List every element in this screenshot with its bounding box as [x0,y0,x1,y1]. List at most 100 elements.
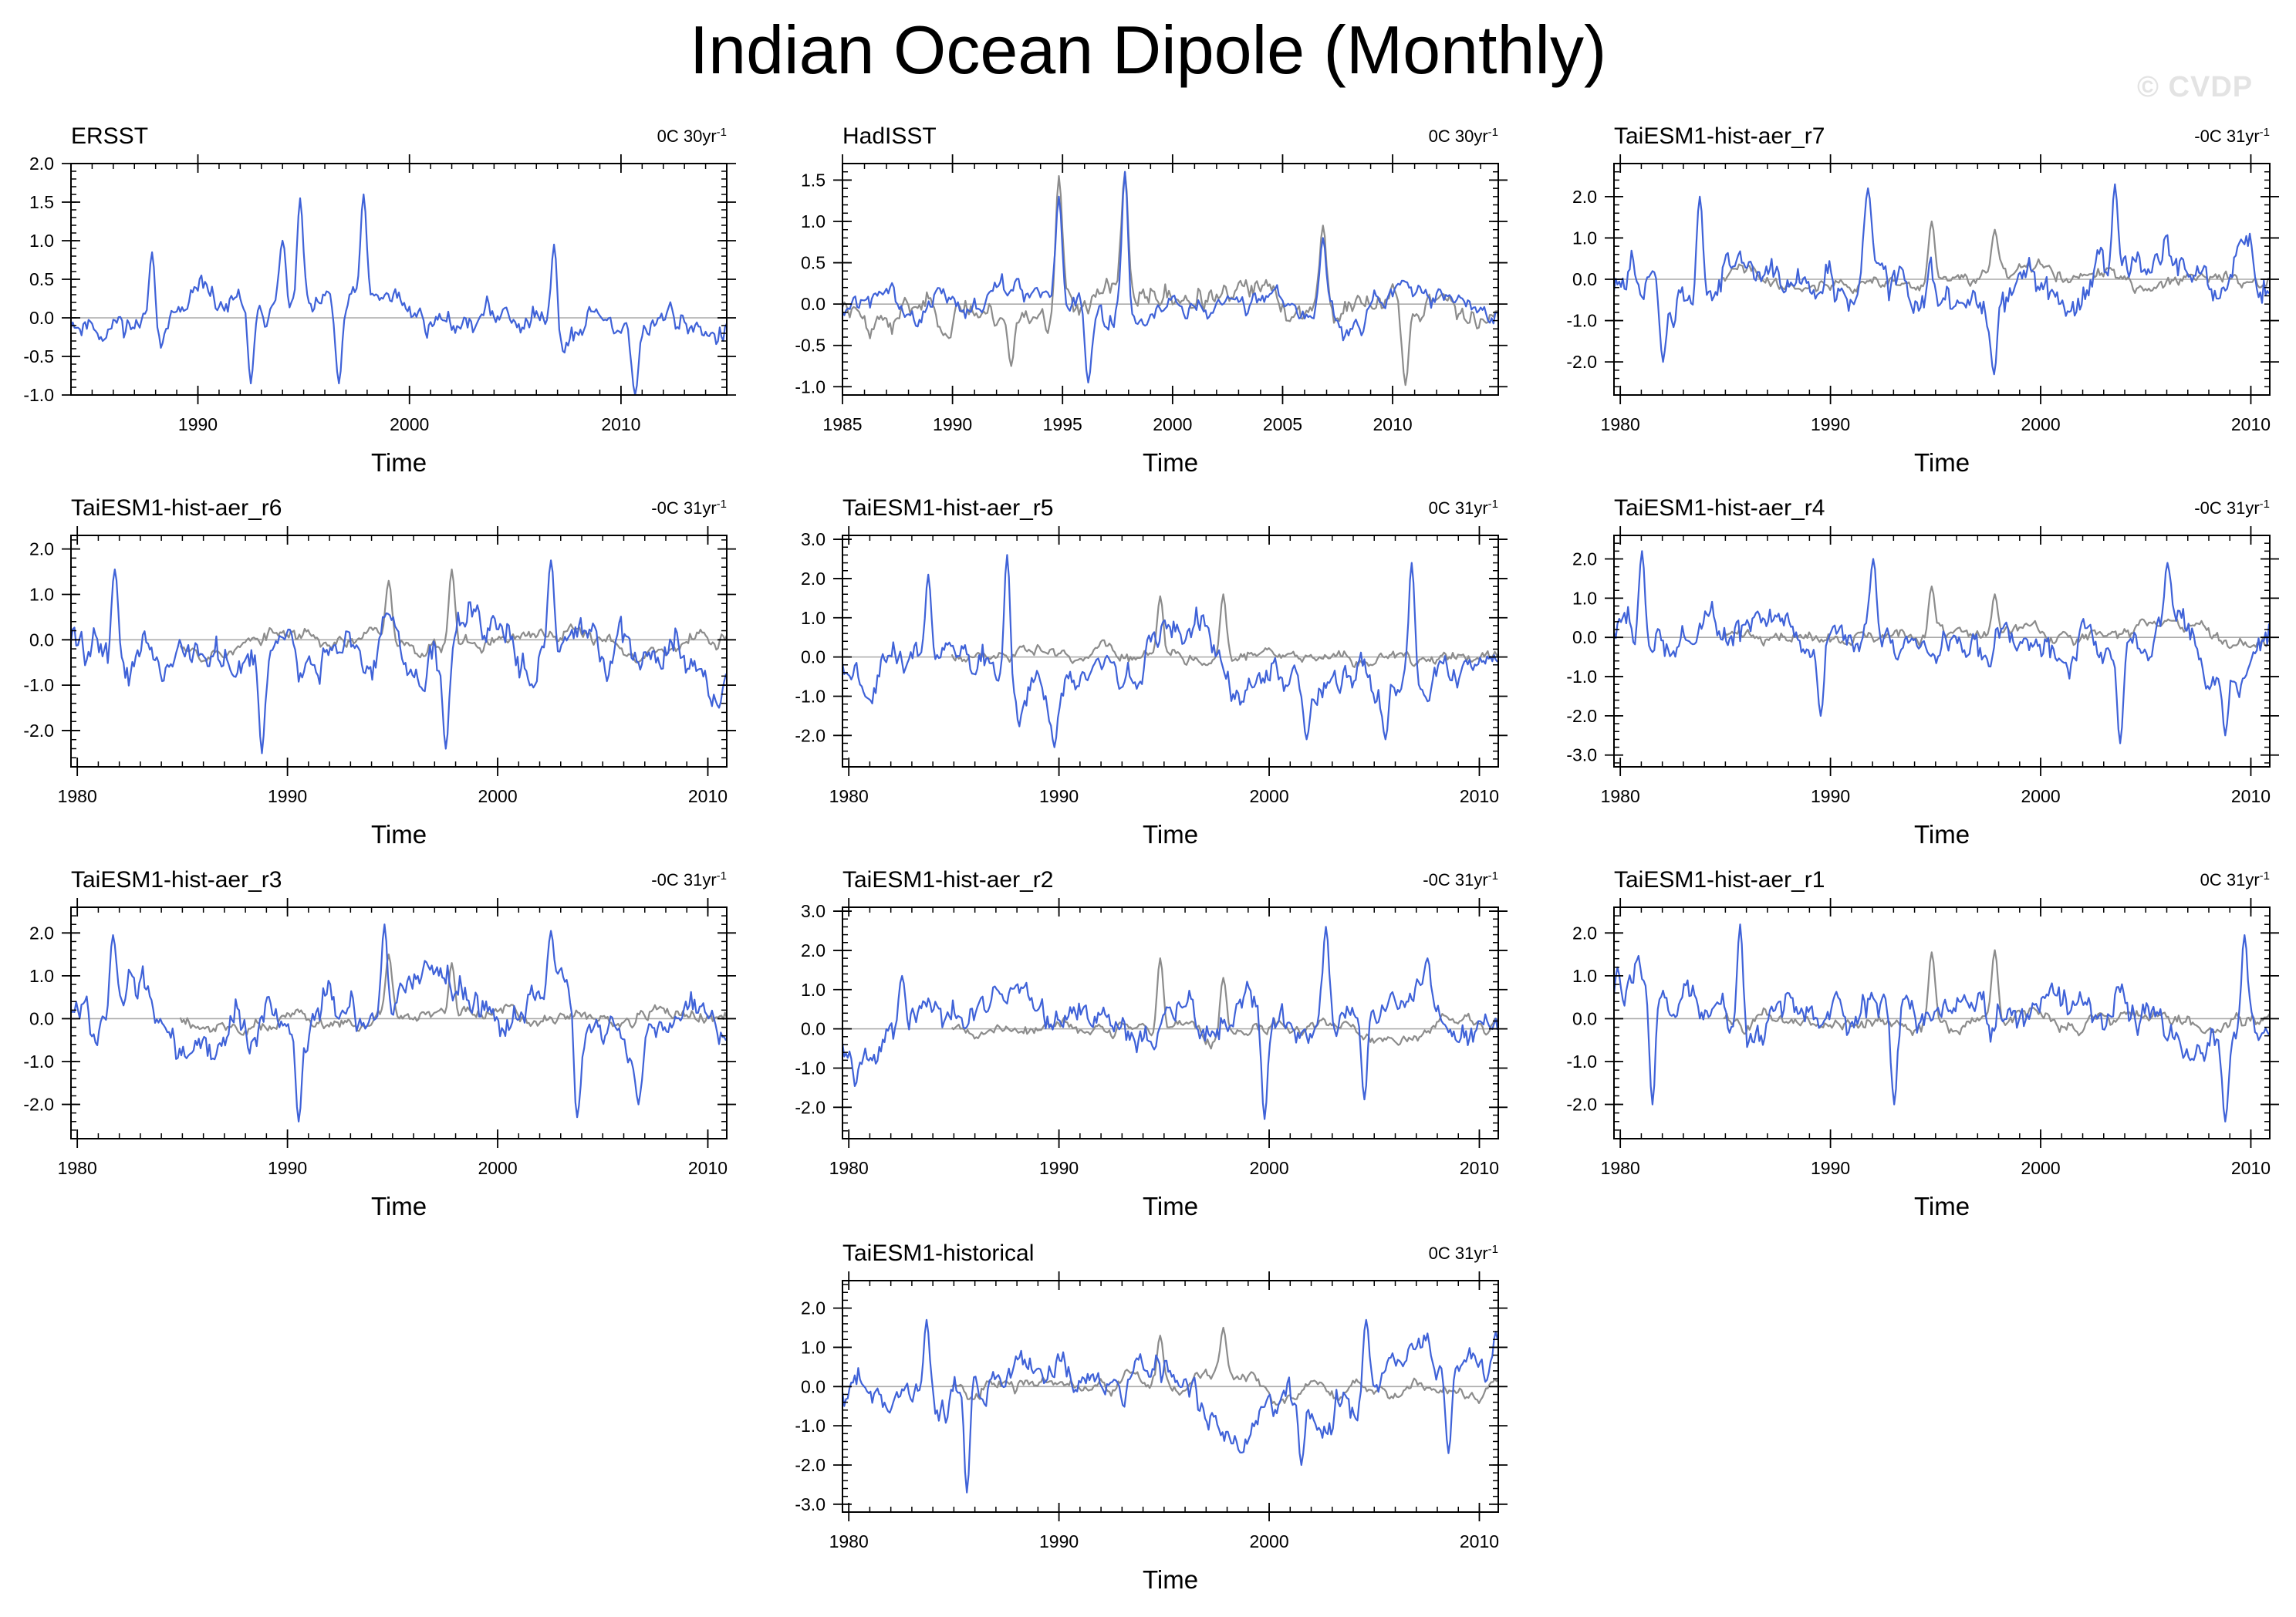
x-tick-label: 2010 [688,1158,728,1178]
trend-label: 0C 30yr-1 [657,126,727,147]
x-tick-label: 2010 [2231,1158,2271,1178]
x-tick-label: 2000 [1249,786,1288,806]
plot-frame [70,906,728,1139]
y-tick-label: 1.0 [801,211,826,231]
trend-label: -0C 31yr-1 [651,498,727,518]
y-tick-label: 2.0 [801,569,826,589]
y-tick-label: -2.0 [795,1455,826,1475]
x-tick-label: 1980 [58,786,97,806]
x-tick-label: 2010 [1460,1158,1499,1178]
x-axis-title: Time [1143,448,1198,477]
chart-panel-6: TaiESM1-hist-aer_r4 -0C 31yr-1 -3.0 -2.0 -1.… [1566,495,2279,849]
x-tick-label: 1980 [1601,1158,1640,1178]
y-tick-label: 1.0 [1572,228,1597,248]
x-tick-label: 1980 [1601,786,1640,806]
x-axis-title: Time [1914,1192,1970,1220]
y-tick-label: 0.0 [1572,627,1597,647]
y-tick-label: 2.0 [29,539,54,559]
y-tick-label: -0.5 [795,336,826,356]
trend-label: -0C 31yr-1 [1423,869,1498,890]
x-tick-label: 2000 [2021,786,2060,806]
y-tick-label: 2.0 [1572,923,1597,943]
x-tick-label: 1985 [822,414,862,434]
y-tick-label: -3.0 [795,1494,826,1514]
y-tick-label: 2.0 [801,940,826,960]
x-tick-label: 2000 [478,1158,517,1178]
chart-panel-4: TaiESM1-hist-aer_r6 -0C 31yr-1 -2.0 -1.0 0.0… [23,495,736,849]
y-tick-label: 1.0 [29,584,54,604]
plot-frame [842,535,1499,768]
x-tick-label: 2010 [2231,414,2271,434]
y-tick-label: 0.0 [1572,1008,1597,1028]
model-series-line [71,559,727,754]
y-tick-label: -1.0 [1566,311,1597,331]
panel-title: ERSST [71,123,148,149]
x-tick-label: 2005 [1263,414,1302,434]
trend-label: -0C 31yr-1 [651,869,727,890]
x-tick-label: 1990 [1811,1158,1850,1178]
watermark-text: © CVDP [2137,71,2254,103]
x-tick-label: 1990 [268,786,307,806]
x-tick-label: 2000 [1249,1531,1288,1551]
trend-label: -0C 31yr-1 [2194,498,2270,518]
y-tick-label: 1.5 [801,170,826,190]
y-tick-label: 1.0 [29,231,54,251]
plot-frame [1613,535,2271,768]
model-series-line [842,1318,1498,1494]
y-tick-label: -1.0 [23,675,54,695]
panel-title: TaiESM1-hist-aer_r4 [1614,495,1825,521]
page-title: Indian Ocean Dipole (Monthly) [689,12,1607,88]
y-tick-label: 2.0 [29,923,54,943]
x-tick-label: 2010 [688,786,728,806]
y-tick-label: 0.0 [29,630,54,650]
y-tick-label: -2.0 [1566,352,1597,372]
x-tick-label: 1995 [1043,414,1082,434]
panel-title: TaiESM1-hist-aer_r5 [842,495,1053,521]
obs-series-line [1722,220,2270,295]
y-tick-label: 2.0 [1572,187,1597,207]
x-tick-label: 1980 [829,1531,869,1551]
y-tick-label: -0.5 [23,346,54,366]
x-axis-title: Time [1143,820,1198,849]
chart-panel-10: TaiESM1-historical 0C 31yr-1 -3.0 -2.0 -1.0 0… [795,1241,1508,1594]
plot-frame [70,163,728,396]
y-tick-label: 1.0 [801,1337,826,1357]
y-tick-label: 2.0 [1572,549,1597,569]
chart-panel-1: ERSST 0C 30yr-1 -1.0 -0.5 0.0 0.5 1.0 1.5 2.0 199… [23,123,736,477]
model-series-line [842,170,1498,383]
y-tick-label: 0.0 [29,1008,54,1028]
x-axis-title: Time [1914,820,1970,849]
x-tick-label: 2010 [1460,1531,1499,1551]
x-tick-label: 2000 [2021,1158,2060,1178]
y-tick-label: 0.0 [801,647,826,667]
chart-panel-8: TaiESM1-hist-aer_r2 -0C 31yr-1 -2.0 -1.0 0.0… [795,867,1508,1220]
y-tick-label: 3.0 [801,901,826,921]
y-tick-label: -1.0 [795,376,826,397]
y-tick-label: 1.0 [1572,966,1597,986]
x-tick-label: 1990 [933,414,972,434]
x-axis-title: Time [1143,1565,1198,1594]
x-tick-label: 1980 [829,786,869,806]
y-tick-label: 0.0 [801,294,826,314]
x-tick-label: 1980 [829,1158,869,1178]
x-axis-title: Time [371,820,427,849]
y-tick-label: -1.0 [23,385,54,405]
y-tick-label: -2.0 [795,1097,826,1117]
model-series-line [1614,183,2270,376]
panel-title: TaiESM1-hist-aer_r7 [1614,123,1825,149]
y-tick-label: 1.0 [801,980,826,1000]
obs-series-line [950,957,1498,1050]
x-tick-label: 2000 [2021,414,2060,434]
panel-title: TaiESM1-historical [842,1241,1034,1266]
x-tick-label: 2000 [478,786,517,806]
y-tick-label: -2.0 [795,725,826,745]
model-series-line [1614,550,2270,744]
y-tick-label: 0.5 [29,269,54,289]
x-tick-label: 2010 [1373,414,1413,434]
model-series-line [842,554,1498,748]
obs-series-line [179,954,727,1036]
obs-series-line [1723,949,2270,1037]
chart-panel-5: TaiESM1-hist-aer_r5 0C 31yr-1 -2.0 -1.0 0.0 1… [795,495,1508,849]
y-tick-label: -1.0 [795,1058,826,1078]
y-tick-label: 0.0 [1572,269,1597,289]
